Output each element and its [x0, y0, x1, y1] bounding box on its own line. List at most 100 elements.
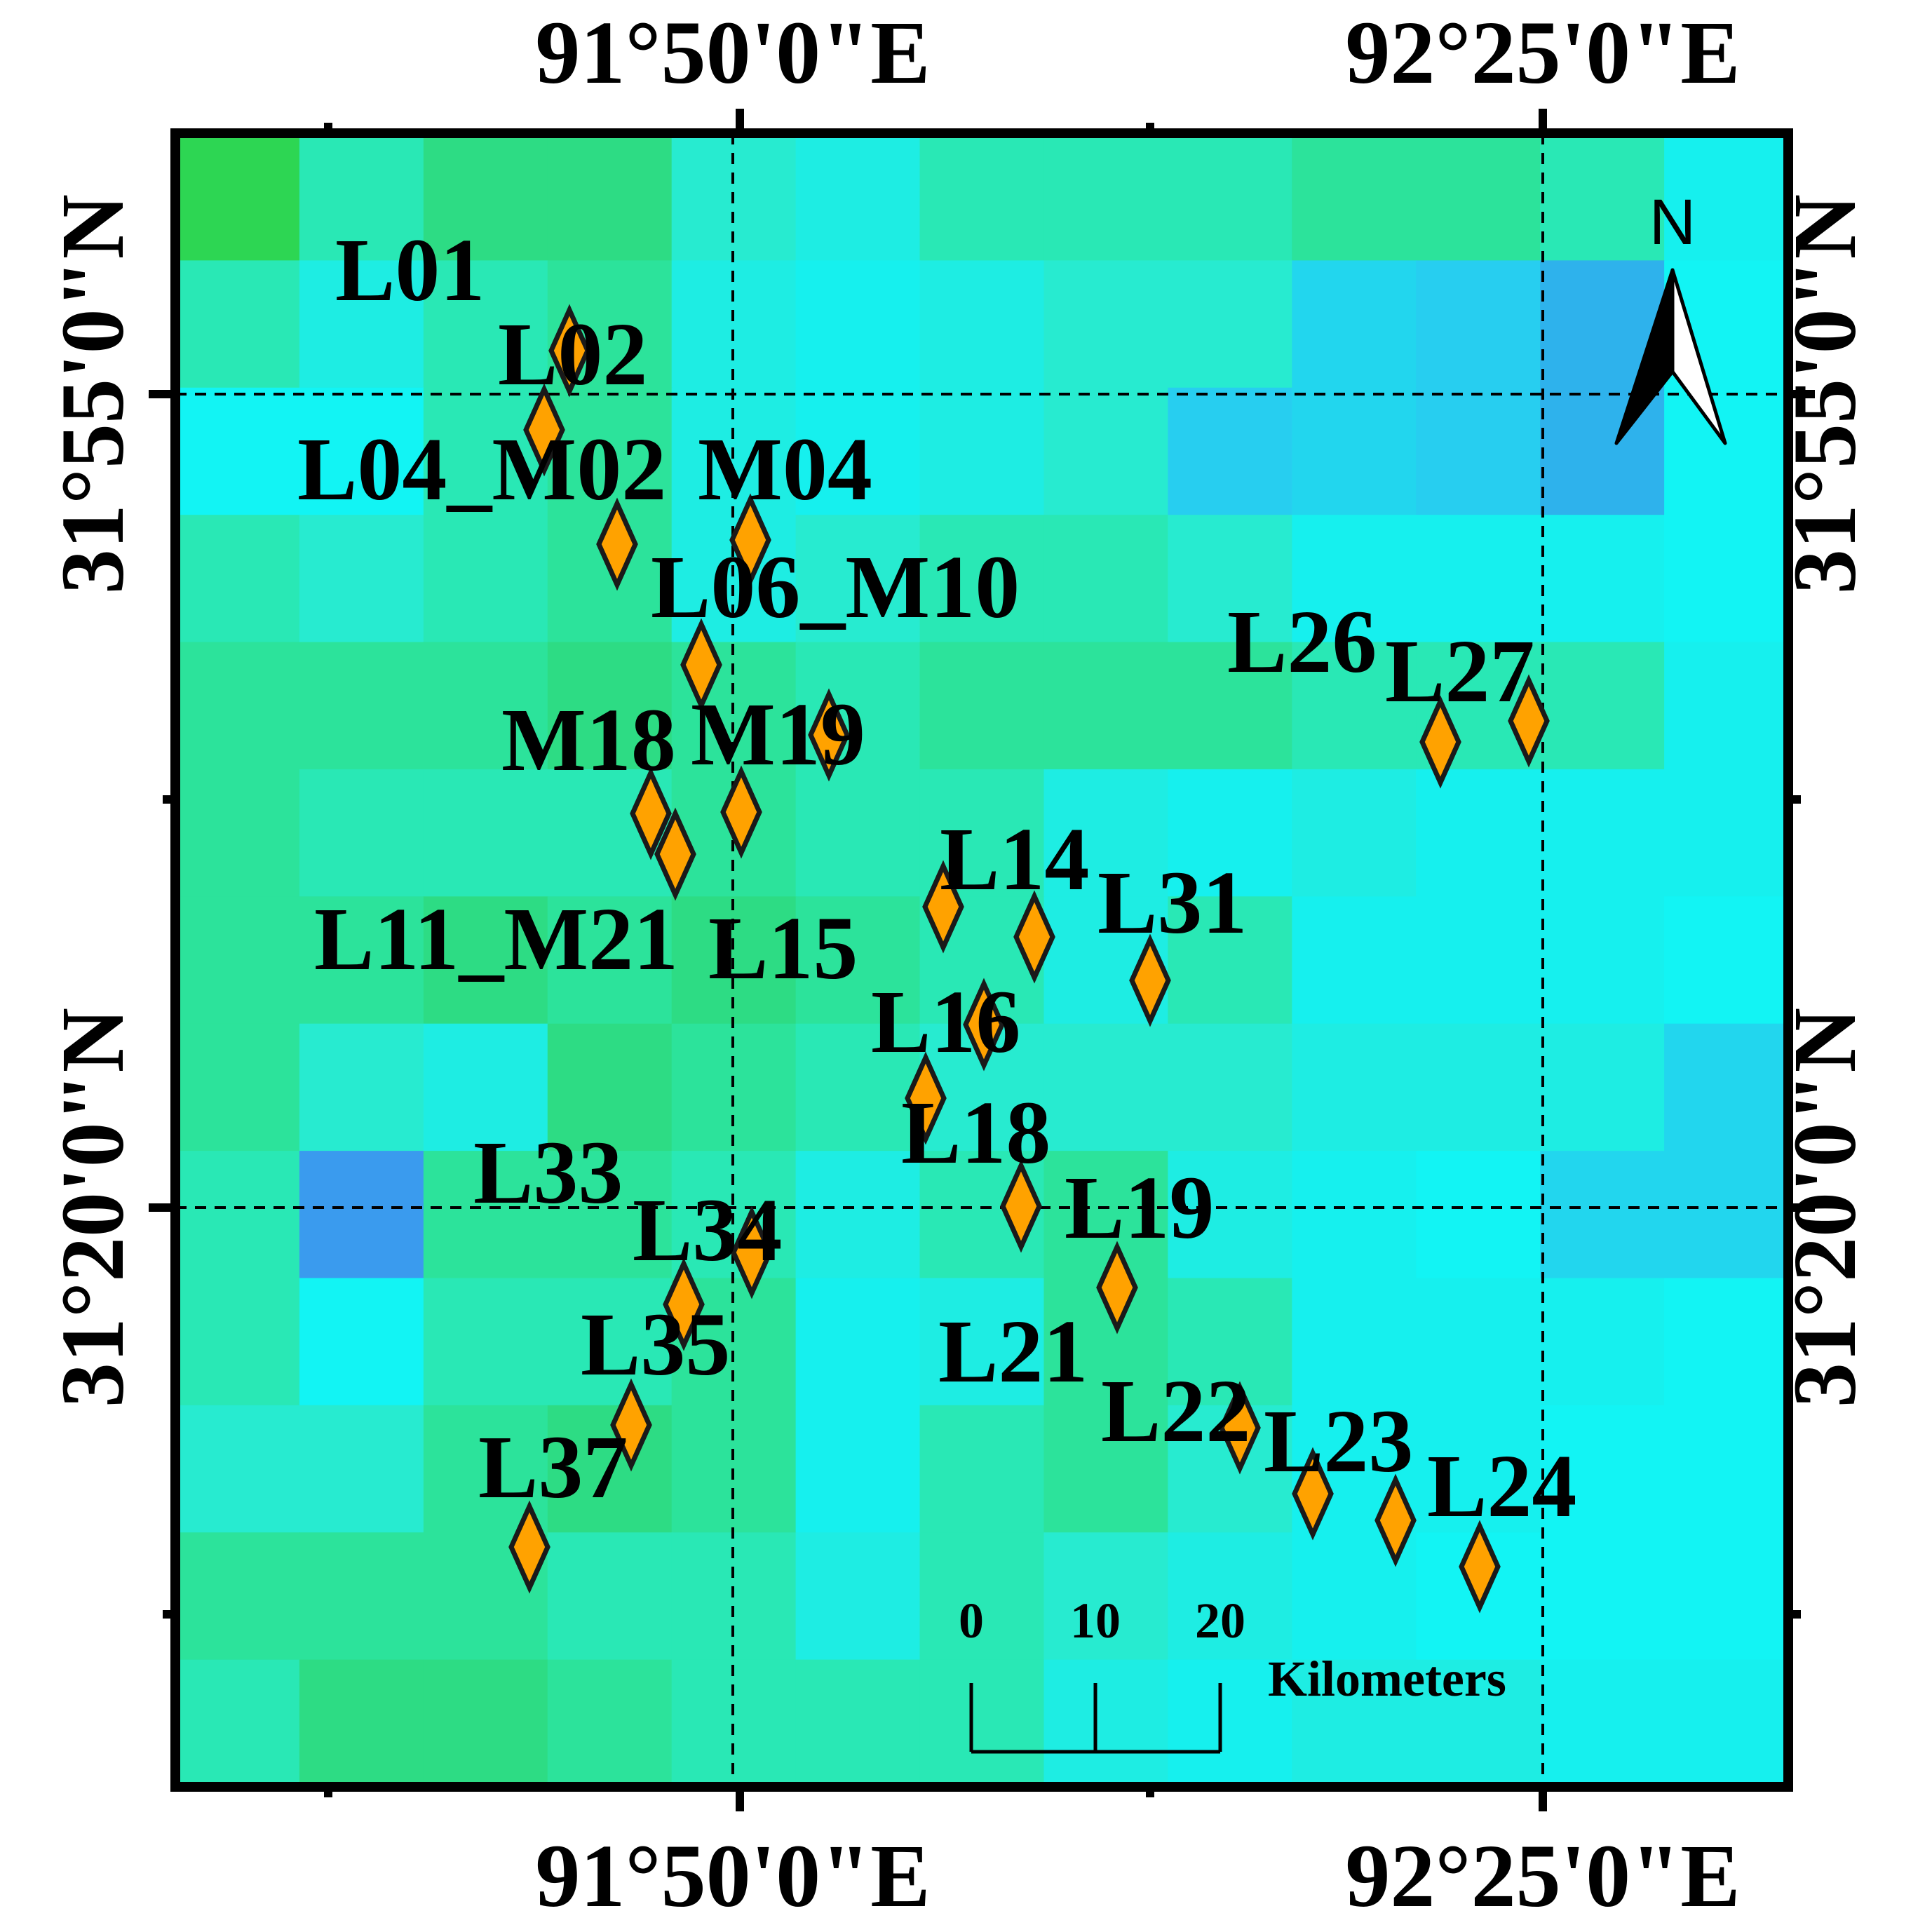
- raster-cell: [299, 260, 424, 389]
- raster-cell: [1168, 260, 1293, 389]
- raster-cell: [1292, 769, 1417, 898]
- scale-unit-label: Kilometers: [1268, 1651, 1506, 1707]
- raster-cell: [1043, 1151, 1169, 1279]
- site-marker-m18[interactable]: [808, 688, 850, 782]
- raster-cell: [1664, 1532, 1789, 1661]
- site-marker-l01[interactable]: [548, 304, 590, 398]
- site-marker-m19b[interactable]: [720, 765, 762, 859]
- site-marker-l33[interactable]: [1000, 1159, 1042, 1253]
- site-label-l24: L24: [1427, 1436, 1576, 1536]
- raster-cell: [1168, 1151, 1293, 1279]
- raster-cell: [1168, 1532, 1293, 1661]
- raster-cell: [795, 1151, 921, 1279]
- raster-grid: [175, 133, 1789, 1788]
- raster-cell: [1292, 1278, 1417, 1406]
- raster-cell: [547, 896, 673, 1025]
- raster-cell: [1292, 1659, 1417, 1788]
- raster-cell: [795, 1405, 921, 1534]
- raster-cell: [919, 1532, 1045, 1661]
- raster-cell: [795, 1278, 921, 1406]
- raster-cell: [1292, 1023, 1417, 1152]
- scale-tick-10: 10: [1070, 1593, 1121, 1649]
- raster-cell: [299, 387, 424, 516]
- raster-cell: [795, 1532, 921, 1661]
- site-label-l26: L26: [1227, 592, 1377, 691]
- site-marker-l23b[interactable]: [1374, 1473, 1417, 1567]
- left-lat-label-2: 31°20'0"N: [43, 1008, 142, 1407]
- site-marker-l24[interactable]: [1459, 1520, 1501, 1614]
- raster-cell: [1043, 515, 1169, 643]
- raster-cell: [919, 1659, 1045, 1788]
- site-marker-l21[interactable]: [610, 1378, 652, 1472]
- site-marker-l31[interactable]: [1129, 933, 1171, 1027]
- site-marker-l22[interactable]: [1219, 1381, 1261, 1475]
- site-marker-m19[interactable]: [630, 766, 672, 860]
- raster-cell: [175, 896, 300, 1025]
- site-marker-m04[interactable]: [729, 493, 771, 587]
- top-lon-label-2: 92°25'0"E: [1345, 3, 1740, 102]
- site-label-l33: L33: [473, 1123, 623, 1222]
- raster-cell: [1664, 1405, 1789, 1534]
- raster-cell: [1664, 769, 1789, 898]
- raster-cell: [547, 133, 673, 262]
- raster-cell: [547, 642, 673, 770]
- raster-cell: [1043, 1659, 1169, 1788]
- site-marker-l19[interactable]: [1096, 1241, 1138, 1335]
- raster-cell: [1416, 1278, 1541, 1406]
- raster-cell: [175, 1151, 300, 1279]
- site-marker-l26[interactable]: [1419, 695, 1461, 789]
- site-marker-l34[interactable]: [731, 1205, 773, 1299]
- site-label-l18: L18: [901, 1083, 1051, 1182]
- site-marker-l23[interactable]: [1292, 1447, 1334, 1541]
- raster-cell: [1664, 1278, 1789, 1406]
- raster-cell: [1292, 642, 1417, 770]
- site-marker-l16[interactable]: [963, 978, 1005, 1072]
- raster-cell: [919, 133, 1045, 262]
- raster-cell: [1540, 1659, 1666, 1788]
- raster-cell: [919, 1405, 1045, 1534]
- raster-cell: [1540, 1278, 1666, 1406]
- site-marker-l11-m21[interactable]: [654, 807, 696, 901]
- raster-cell: [1168, 1023, 1293, 1152]
- raster-cell: [1540, 769, 1666, 898]
- site-label-l11-m21: L11_M21: [314, 889, 678, 989]
- raster-cell: [299, 1405, 424, 1534]
- site-marker-l35[interactable]: [663, 1257, 705, 1351]
- raster-cell: [1416, 1659, 1541, 1788]
- site-marker-l15[interactable]: [922, 860, 964, 954]
- site-label-l06-m10: L06_M10: [651, 537, 1020, 637]
- bottom-lon-label-2: 92°25'0"E: [1345, 1826, 1740, 1926]
- raster-cell: [175, 515, 300, 643]
- site-label-l04-m02: L04_M02: [297, 419, 666, 519]
- site-label-m04: M04: [698, 419, 872, 519]
- raster-cell: [175, 769, 300, 898]
- site-marker-l14[interactable]: [1013, 890, 1055, 984]
- raster-cell: [1540, 1532, 1666, 1661]
- raster-cell: [1664, 133, 1789, 262]
- site-marker-l02[interactable]: [523, 383, 565, 477]
- north-arrow: N: [1614, 187, 1727, 445]
- site-marker-l18[interactable]: [905, 1051, 947, 1145]
- site-marker-l04-m02[interactable]: [596, 497, 638, 591]
- site-marker-l06-m10[interactable]: [680, 618, 722, 712]
- raster-cell: [795, 896, 921, 1025]
- raster-cell: [1664, 1659, 1789, 1788]
- raster-cell: [1043, 387, 1169, 516]
- site-label-l21: L21: [938, 1302, 1088, 1401]
- raster-cell: [919, 642, 1045, 770]
- site-label-l22: L22: [1101, 1361, 1250, 1461]
- raster-cell: [1168, 515, 1293, 643]
- raster-cell: [175, 387, 300, 516]
- raster-cell: [175, 1278, 300, 1406]
- raster-cell: [175, 260, 300, 389]
- bottom-lon-label-1: 91°50'0"E: [535, 1826, 930, 1926]
- tick-marks: [149, 109, 1815, 1811]
- raster-cell: [1416, 387, 1541, 516]
- raster-cell: [1043, 1405, 1169, 1534]
- raster-cell: [299, 769, 424, 898]
- raster-cell: [423, 387, 548, 516]
- raster-cell: [919, 1278, 1045, 1406]
- site-marker-l27[interactable]: [1508, 674, 1550, 768]
- site-marker-l37[interactable]: [508, 1500, 550, 1594]
- raster-cell: [423, 1278, 548, 1406]
